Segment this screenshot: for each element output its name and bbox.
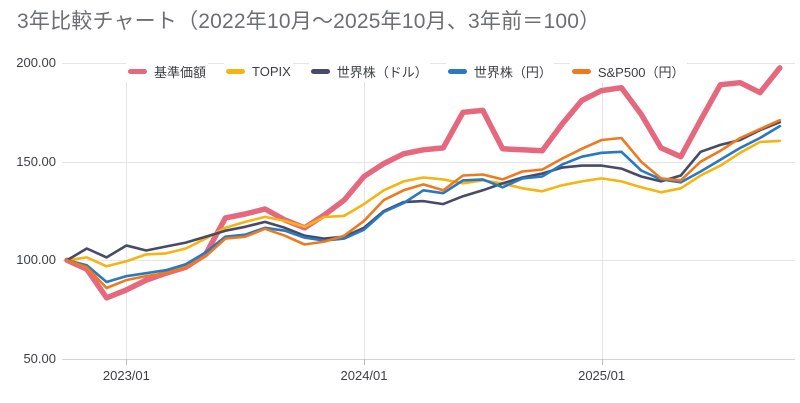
legend-item-label: TOPIX bbox=[252, 63, 291, 79]
chart-title: 3年比較チャート（2022年10月〜2025年10月、3年前＝100） bbox=[17, 10, 601, 33]
legend-item-TOPIX[interactable]: TOPIX bbox=[224, 62, 293, 80]
x-tick-label: 2025/01 bbox=[578, 368, 626, 383]
legend-item-世界株（円）[interactable]: 世界株（円） bbox=[445, 60, 554, 82]
legend-swatch-icon bbox=[310, 68, 330, 74]
legend-swatch-icon bbox=[447, 68, 467, 74]
legend-item-S&P500（円）[interactable]: S&P500（円） bbox=[569, 60, 687, 82]
y-tick-label: 150.00 bbox=[16, 153, 56, 169]
legend-swatch-icon bbox=[128, 68, 147, 74]
legend-item-世界株（ドル）[interactable]: 世界株（ドル） bbox=[308, 60, 430, 82]
legend-swatch-icon bbox=[226, 68, 246, 74]
legend-item-label: 基準価額 bbox=[154, 64, 207, 80]
x-tick-label: 2024/01 bbox=[340, 368, 388, 383]
series-line-基準価額 bbox=[64, 65, 783, 301]
legend-item-label: S&P500（円） bbox=[597, 64, 685, 80]
legend-item-基準価額[interactable]: 基準価額 bbox=[126, 60, 209, 82]
legend-item-label: 世界株（円） bbox=[473, 64, 552, 80]
legend-item-label: 世界株（ドル） bbox=[336, 64, 428, 80]
series-line-世界株（ドル） bbox=[65, 120, 782, 262]
legend-swatch-icon bbox=[571, 68, 591, 74]
y-tick-label: 100.00 bbox=[16, 252, 56, 268]
x-tick-label: 2023/01 bbox=[102, 368, 150, 383]
series-line-S&P500（円） bbox=[65, 118, 782, 290]
y-tick-label: 200.00 bbox=[16, 55, 56, 70]
y-tick-label: 50.00 bbox=[23, 351, 56, 366]
series-line-TOPIX bbox=[65, 139, 782, 268]
legend: 基準価額 TOPIX 世界株（ドル） 世界株（円） S&P500（円） bbox=[126, 60, 687, 82]
